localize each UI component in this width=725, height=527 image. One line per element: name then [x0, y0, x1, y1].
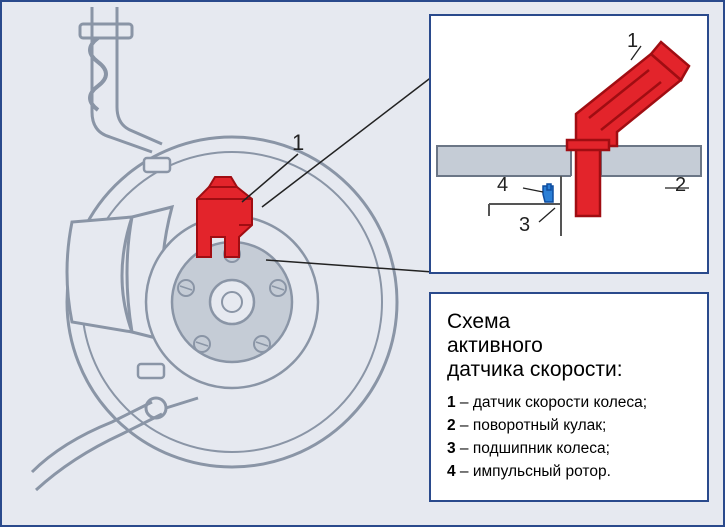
legend-item-3-num: 3 — [447, 440, 456, 457]
legend-item-2-text: – поворотный кулак; — [456, 417, 607, 434]
legend-item-3-text: – подшипник колеса; — [456, 440, 610, 457]
inset-svg — [431, 16, 707, 272]
legend-title-line-3: датчика скорости: — [447, 358, 623, 381]
inset-detail: 1 2 3 4 — [429, 14, 709, 274]
inset-label-4: 4 — [497, 174, 508, 197]
legend-title: Схема активного датчика скорости: — [447, 310, 691, 382]
main-callout-1: 1 — [292, 130, 304, 156]
diagram-frame: 1 — [0, 0, 725, 527]
legend-title-line-1: Схема — [447, 310, 510, 333]
legend-item-2: 2 – поворотный кулак; — [447, 417, 691, 435]
main-drawing-area: 1 — [2, 2, 422, 527]
legend-item-2-num: 2 — [447, 417, 456, 434]
legend-item-1-text: – датчик скорости колеса; — [456, 394, 647, 411]
legend-item-4-text: – импульсный ротор. — [456, 463, 611, 480]
legend-item-1-num: 1 — [447, 394, 456, 411]
legend-item-4-num: 4 — [447, 463, 456, 480]
legend-item-4: 4 – импульсный ротор. — [447, 463, 691, 481]
inset-label-2: 2 — [675, 174, 686, 197]
legend-item-3: 3 – подшипник колеса; — [447, 440, 691, 458]
inset-label-3: 3 — [519, 214, 530, 237]
legend-box: Схема активного датчика скорости: 1 – да… — [429, 292, 709, 502]
legend-item-1: 1 – датчик скорости колеса; — [447, 394, 691, 412]
inset-label-1: 1 — [627, 30, 638, 53]
legend-title-line-2: активного — [447, 334, 543, 357]
main-callout-1-num: 1 — [292, 130, 304, 155]
wheel-hub-svg — [2, 2, 422, 527]
